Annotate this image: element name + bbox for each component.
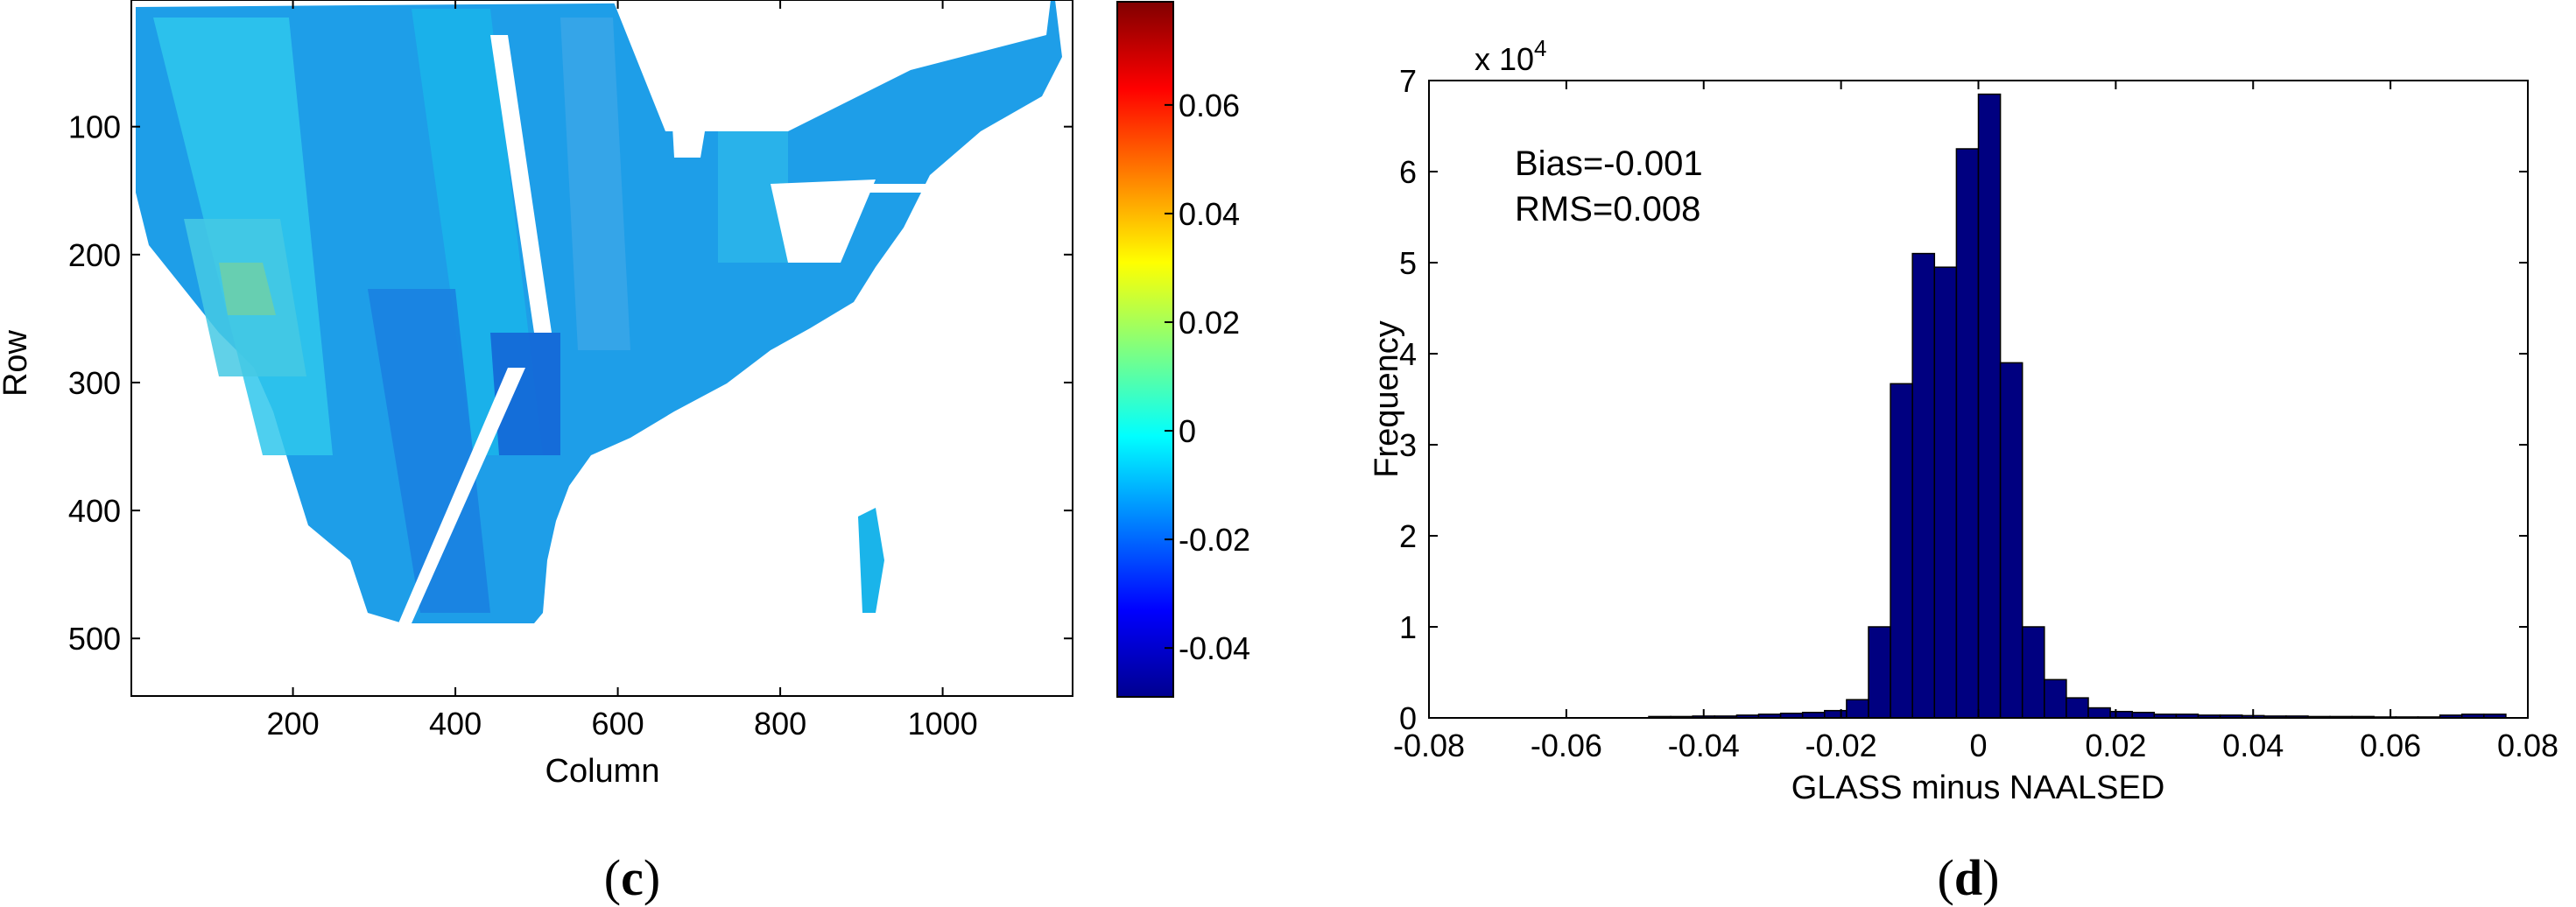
colorbar-tick-label: -0.04 bbox=[1179, 630, 1250, 666]
panel-c-letter: c bbox=[621, 849, 644, 906]
map-island bbox=[858, 508, 884, 613]
map-y-axis-label: Row bbox=[0, 329, 34, 397]
histogram-bar bbox=[1868, 626, 1891, 719]
histogram-x-axis-label: GLASS minus NAALSED bbox=[1791, 770, 2165, 806]
colorbar-gradient bbox=[1116, 1, 1174, 698]
map-y-tick-label: 500 bbox=[68, 621, 121, 657]
colorbar-tick-label: 0.02 bbox=[1179, 305, 1240, 341]
histogram-y-tick-label: 7 bbox=[1399, 63, 1417, 99]
histogram-x-tick-label: 0 bbox=[1969, 728, 1987, 763]
panel-c-open: ( bbox=[604, 849, 621, 906]
histogram-x-tick-label: 0.08 bbox=[2497, 728, 2558, 763]
histogram-bar bbox=[1955, 148, 1980, 719]
histogram-y-tick-label: 5 bbox=[1399, 245, 1417, 281]
map-x-tick-label: 800 bbox=[754, 706, 806, 742]
histogram-bar bbox=[1933, 266, 1958, 719]
map-raster-patch bbox=[490, 333, 560, 455]
histogram-x-tick-label: -0.08 bbox=[1393, 728, 1465, 763]
colorbar-tick-label: -0.02 bbox=[1179, 522, 1250, 558]
map-raster-patch bbox=[368, 289, 490, 613]
rms-annotation: RMS=0.008 bbox=[1515, 190, 1700, 229]
map-plot-frame bbox=[130, 0, 1073, 697]
histogram-bar bbox=[1846, 699, 1869, 719]
colorbar-tick-label: 0.04 bbox=[1179, 196, 1240, 232]
histogram-bar bbox=[1999, 362, 2023, 719]
histogram-x-tick-label: -0.02 bbox=[1805, 728, 1877, 763]
histogram-panel: -0.08 -0.06 -0.04 -0.02 0 0.02 0.04 0.06 0.08 0 1… bbox=[1369, 35, 2558, 906]
map-x-tick-label: 400 bbox=[429, 706, 482, 742]
histogram-y-multiplier: x 104 bbox=[1475, 35, 1547, 77]
map-y-tick-label: 100 bbox=[68, 109, 121, 145]
panel-label-c: (c) bbox=[604, 849, 660, 906]
panel-d-letter: d bbox=[1954, 849, 1982, 906]
map-raster-patch bbox=[560, 18, 630, 350]
colorbar-tick-label: 0.06 bbox=[1179, 88, 1240, 123]
histogram-y-axis-label: Frequency bbox=[1369, 320, 1405, 478]
histogram-bar bbox=[2109, 710, 2133, 719]
panel-c-close: ) bbox=[644, 849, 660, 906]
map-raster bbox=[136, 0, 1062, 623]
histogram-y-tick-label: 6 bbox=[1399, 154, 1417, 190]
histogram-y-tick-label: 0 bbox=[1399, 700, 1417, 736]
panel-label-d: (d) bbox=[1938, 849, 2000, 906]
map-x-tick-label: 600 bbox=[592, 706, 644, 742]
map-nodata-gap bbox=[665, 0, 727, 158]
histogram-bars bbox=[1648, 93, 2507, 719]
histogram-y-multiplier-exp: 4 bbox=[1534, 35, 1546, 61]
histogram-y-tick-label: 4 bbox=[1399, 336, 1417, 372]
histogram-x-tick-label: 0.04 bbox=[2222, 728, 2284, 763]
map-nodata-gap bbox=[552, 455, 674, 623]
map-nodata-gap bbox=[779, 184, 981, 193]
map-y-tick-label: 200 bbox=[68, 237, 121, 273]
histogram-y-tick-label: 3 bbox=[1399, 427, 1417, 463]
histogram-x-tick-label: -0.04 bbox=[1668, 728, 1740, 763]
histogram-bar bbox=[2044, 678, 2067, 719]
colorbar: -0.04 -0.02 0 0.02 0.04 0.06 bbox=[1116, 1, 1250, 698]
histogram-x-tick-label: 0.02 bbox=[2085, 728, 2146, 763]
map-x-axis-label: Column bbox=[545, 753, 660, 790]
histogram-bar bbox=[2021, 626, 2045, 719]
map-nodata-gap bbox=[398, 368, 525, 623]
histogram-x-tick-label: -0.06 bbox=[1531, 728, 1602, 763]
histogram-x-tick-label: 0.06 bbox=[2360, 728, 2421, 763]
panel-d-close: ) bbox=[1982, 849, 1999, 906]
map-y-axis: 100 200 300 400 500 bbox=[68, 109, 1073, 657]
histogram-bar bbox=[1824, 709, 1848, 719]
map-nodata-gap bbox=[490, 35, 552, 333]
panel-d-open: ( bbox=[1938, 849, 1954, 906]
histogram-y-tick-label: 1 bbox=[1399, 609, 1417, 645]
histogram-bar bbox=[2066, 697, 2089, 719]
histogram-y-tick-label: 2 bbox=[1399, 518, 1417, 554]
histogram-y-axis: 0 1 2 3 4 5 6 7 bbox=[1399, 63, 2528, 736]
histogram-bar bbox=[2087, 707, 2111, 719]
histogram-bar bbox=[1890, 383, 1913, 719]
map-y-tick-label: 300 bbox=[68, 365, 121, 401]
map-nodata-gap bbox=[771, 179, 876, 263]
histogram-bar bbox=[1911, 252, 1936, 719]
map-x-tick-label: 200 bbox=[267, 706, 320, 742]
bias-annotation: Bias=-0.001 bbox=[1515, 144, 1703, 183]
colorbar-tick-label: 0 bbox=[1179, 413, 1196, 449]
histogram-x-axis: -0.08 -0.06 -0.04 -0.02 0 0.02 0.04 0.06 0.08 bbox=[1393, 81, 2558, 763]
map-x-axis: 200 400 600 800 1000 bbox=[267, 0, 978, 742]
map-raster-patch bbox=[219, 263, 276, 315]
colorbar-ticks: -0.04 -0.02 0 0.02 0.04 0.06 bbox=[1165, 88, 1250, 666]
map-nodata-gap bbox=[613, 0, 1051, 131]
histogram-bar bbox=[1977, 93, 2002, 719]
map-y-tick-label: 400 bbox=[68, 493, 121, 529]
map-x-tick-label: 1000 bbox=[908, 706, 978, 742]
